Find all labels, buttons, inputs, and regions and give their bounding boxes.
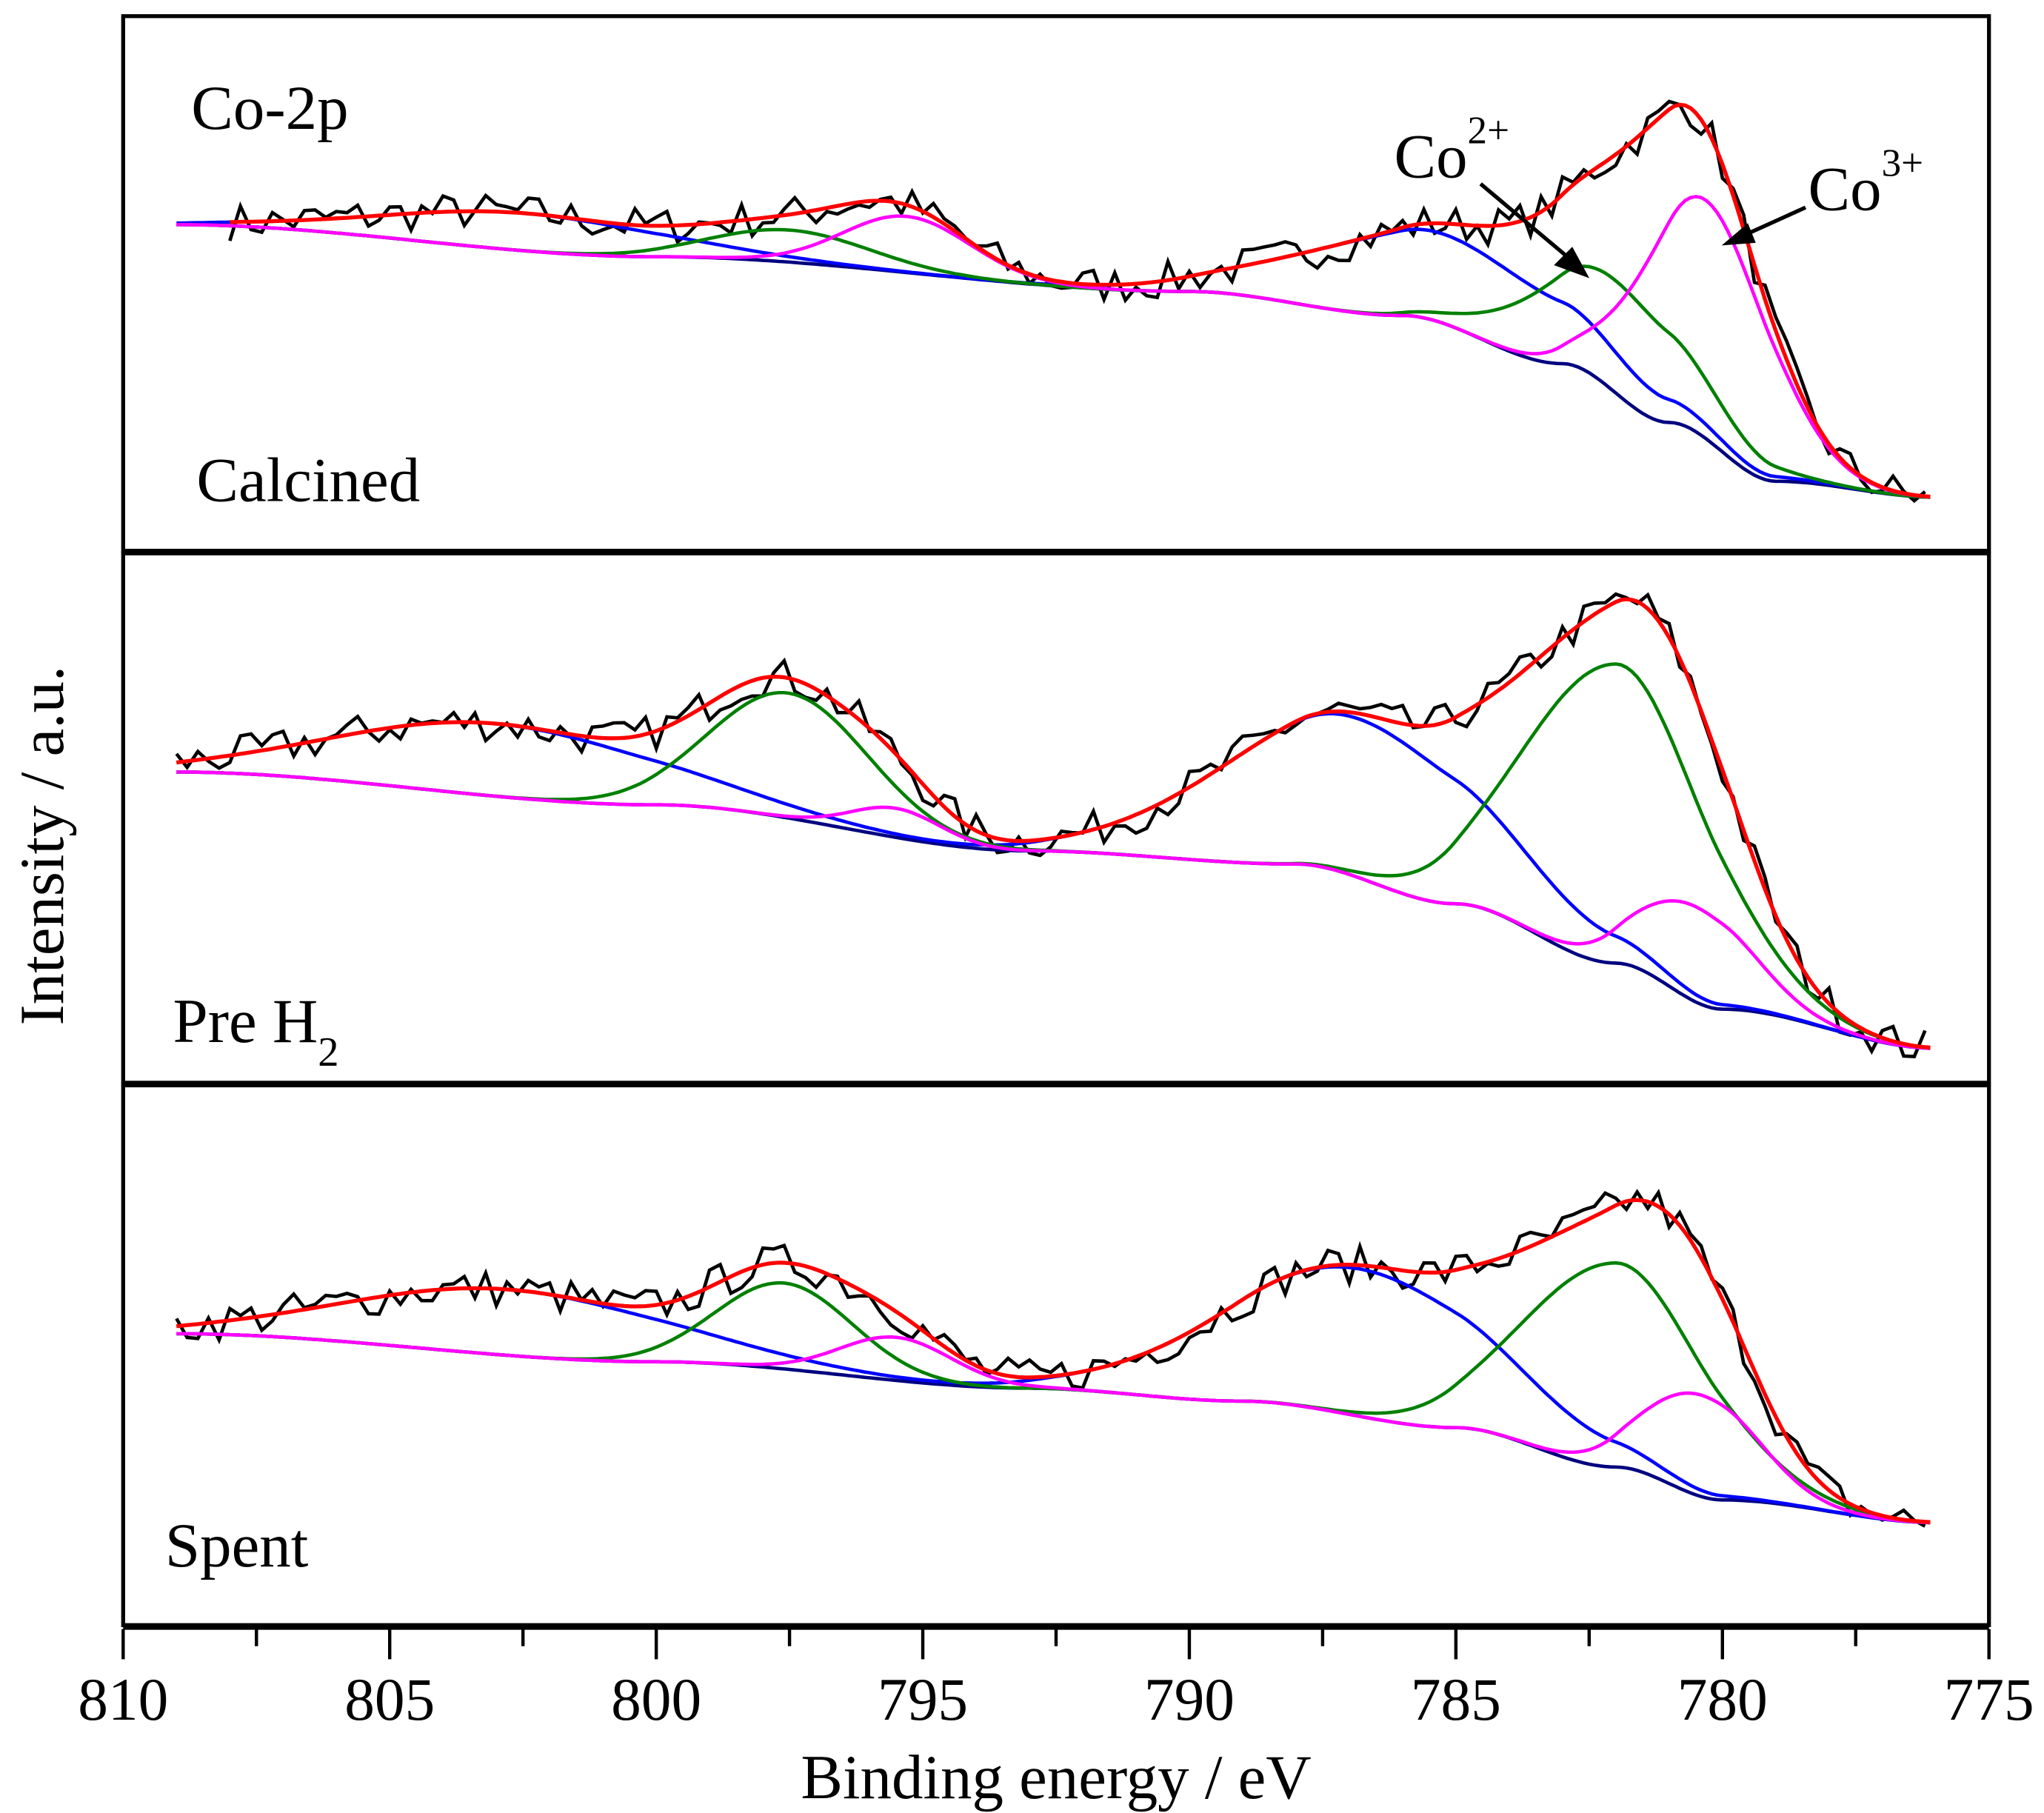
x-tick-label: 775 — [1944, 1666, 2034, 1733]
panel-label: Pre H2 — [173, 986, 339, 1075]
panel-frame — [121, 551, 1991, 1085]
panel-label-text: Calcined — [196, 445, 420, 515]
x-tick-label: 800 — [611, 1666, 701, 1733]
co2-annotation: Co2+ — [1394, 109, 1590, 278]
panel-label: Calcined — [196, 445, 420, 515]
x-tick-label: 785 — [1411, 1666, 1501, 1733]
co2-label: Co — [1394, 121, 1467, 191]
x-tick-label: 780 — [1677, 1666, 1768, 1733]
co2-arrow — [1479, 182, 1580, 268]
panel-calcined: Calcined — [121, 14, 1991, 553]
svg-text:Co3+: Co3+ — [1808, 142, 1924, 224]
co3-component-line — [176, 770, 1931, 1050]
raw-data-line — [175, 592, 1927, 1058]
spectrum-title: Co-2p — [191, 73, 348, 143]
baseline-line — [176, 1332, 1931, 1525]
panel-frame — [121, 1083, 1991, 1628]
baseline-line — [176, 222, 1931, 499]
x-tick-label: 810 — [78, 1666, 168, 1733]
fit-envelope-line — [176, 597, 1931, 1050]
fit-envelope-line — [230, 102, 1931, 499]
co3-label: Co — [1808, 155, 1882, 224]
panel-pre-h: Pre H2 — [121, 551, 1991, 1085]
panel-label: Spent — [165, 1511, 309, 1580]
baseline-line — [176, 770, 1931, 1050]
co2-component-line — [176, 222, 1931, 499]
x-tick-label: 795 — [878, 1666, 968, 1733]
panel-label-text: Pre H — [173, 986, 318, 1056]
co3-component-line — [176, 1332, 1931, 1525]
raw-data-line — [228, 99, 1926, 504]
fit-envelope-line — [176, 1198, 1931, 1524]
satellite-component-line — [176, 712, 1931, 1050]
co2-superscript: 2+ — [1468, 109, 1509, 152]
x-axis-label: Binding energy / eV — [801, 1743, 1311, 1812]
panel-frame — [121, 14, 1991, 553]
x-axis: 810 805 800 795 790 785 780 775 — [78, 1623, 2034, 1733]
co2-arrowhead — [1554, 247, 1590, 278]
co3-arrowhead — [1721, 223, 1756, 246]
co3-annotation: Co3+ — [1721, 142, 1924, 246]
y-axis-label: Intensity / a.u. — [7, 666, 77, 1026]
panel-label-text: Spent — [165, 1511, 309, 1580]
x-tick-label: 790 — [1144, 1666, 1235, 1733]
raw-data-line — [175, 1189, 1926, 1528]
panel-label-subscript: 2 — [318, 1029, 338, 1075]
panel-spent: Spent — [121, 1083, 1991, 1628]
co3-component-line — [176, 195, 1931, 499]
x-tick-label: 805 — [344, 1666, 435, 1733]
svg-text:Co2+: Co2+ — [1394, 109, 1509, 191]
co3-superscript: 3+ — [1882, 142, 1923, 185]
satellite-component-line — [176, 209, 1931, 499]
